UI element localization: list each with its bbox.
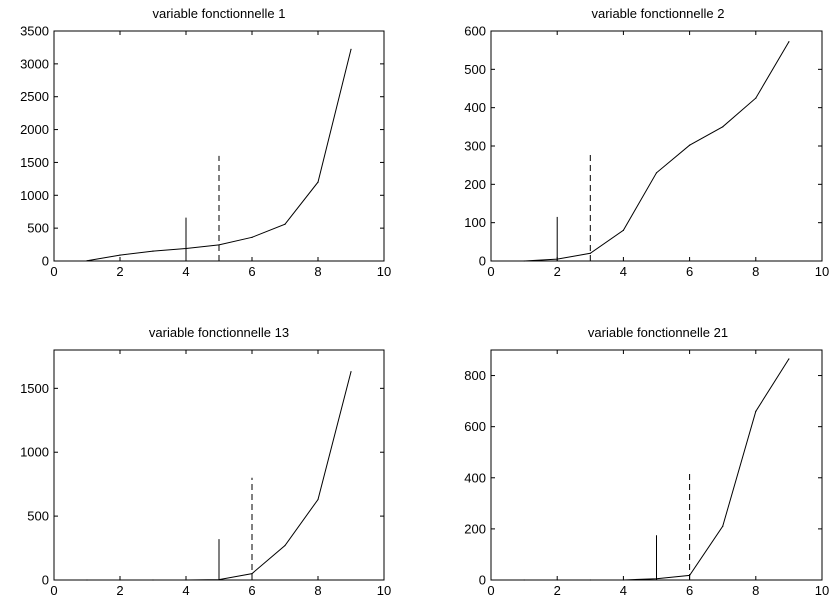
data-point [755, 97, 757, 99]
x-tick-label: 2 [554, 583, 561, 598]
data-point [119, 579, 121, 581]
data-point [185, 579, 187, 581]
y-tick-label: 0 [42, 254, 49, 269]
data-point [251, 236, 253, 238]
data-point [350, 371, 352, 373]
x-tick-label: 8 [314, 264, 321, 279]
data-point [622, 579, 625, 581]
data-point [284, 544, 286, 547]
data-point [152, 250, 154, 252]
x-tick-label: 2 [554, 264, 561, 279]
x-tick-label: 2 [116, 264, 123, 279]
y-tick-label: 2000 [20, 122, 49, 137]
subplot-title: variable fonctionnelle 2 [592, 6, 725, 21]
subplot-variable-fonctionnelle-1: variable fonctionnelle 1 0 2 4 6 8 10 0 500 1000… [20, 6, 391, 279]
data-point [86, 260, 88, 262]
data-point [523, 579, 525, 581]
x-tick-label: 0 [50, 264, 57, 279]
data-point [655, 172, 658, 174]
data-point [589, 579, 591, 581]
x-tick-label: 6 [686, 264, 693, 279]
y-tick-label: 0 [479, 254, 486, 269]
y-tick-label: 800 [464, 368, 486, 383]
x-tick-label: 10 [815, 264, 829, 279]
y-tick-label: 0 [42, 573, 49, 588]
data-point [152, 579, 154, 581]
x-tick-label: 4 [620, 264, 627, 279]
y-tick-label: 0 [479, 573, 486, 588]
data-point [689, 144, 691, 146]
data-point [317, 498, 319, 501]
x-tick-label: 6 [686, 583, 693, 598]
x-tick-label: 10 [377, 264, 391, 279]
x-tick-label: 0 [487, 264, 494, 279]
x-tick-label: 4 [182, 583, 189, 598]
y-tick-label: 500 [27, 509, 49, 524]
y-tick-label: 2500 [20, 89, 49, 104]
x-tick-label: 4 [182, 264, 189, 279]
y-tick-label: 600 [464, 24, 486, 39]
y-tick-label: 1500 [20, 381, 49, 396]
data-point [119, 254, 121, 256]
data-point [622, 229, 625, 231]
x-tick-label: 6 [248, 264, 255, 279]
y-tick-label: 500 [27, 221, 49, 236]
x-tick-label: 8 [752, 264, 759, 279]
x-tick-label: 6 [248, 583, 255, 598]
y-tick-label: 1000 [20, 445, 49, 460]
data-point [556, 579, 558, 581]
plot-frame [53, 30, 385, 262]
subplot-title: variable fonctionnelle 1 [153, 6, 286, 21]
x-tick-label: 4 [620, 583, 627, 598]
x-tick-label: 0 [487, 583, 494, 598]
data-point [589, 252, 591, 254]
data-point [523, 260, 525, 262]
y-tick-label: 200 [464, 521, 486, 536]
data-point [350, 48, 352, 51]
data-point [722, 126, 724, 128]
y-tick-label: 400 [464, 470, 486, 485]
y-tick-label: 400 [464, 100, 486, 115]
subplot-title: variable fonctionnelle 13 [149, 325, 289, 340]
x-tick-label: 10 [815, 583, 829, 598]
y-tick-label: 1000 [20, 188, 49, 203]
data-point [788, 41, 790, 43]
data-point [317, 181, 319, 183]
x-tick-label: 8 [752, 583, 759, 598]
data-point [722, 525, 724, 527]
data-point [755, 410, 757, 412]
x-tick-label: 2 [116, 583, 123, 598]
y-tick-label: 1500 [20, 155, 49, 170]
subplot-variable-fonctionnelle-21: variable fonctionnelle 21 0 2 4 6 8 10 0 200 400… [464, 325, 829, 598]
data-point [788, 358, 790, 360]
y-tick-label: 200 [464, 177, 486, 192]
plot-frame [490, 30, 823, 262]
x-tick-label: 0 [50, 583, 57, 598]
data-point [86, 579, 88, 581]
y-tick-label: 3000 [20, 56, 49, 71]
subplot-title: variable fonctionnelle 21 [588, 325, 728, 340]
y-tick-label: 500 [464, 62, 486, 77]
data-point [284, 223, 286, 225]
y-tick-label: 300 [464, 139, 486, 154]
y-tick-label: 100 [464, 215, 486, 230]
y-tick-label: 600 [464, 419, 486, 434]
y-tick-label: 3500 [20, 24, 49, 39]
x-tick-label: 8 [314, 583, 321, 598]
x-tick-label: 10 [377, 583, 391, 598]
subplot-variable-fonctionnelle-2: variable fonctionnelle 2 0 2 4 6 8 1001002003… [464, 6, 829, 279]
subplot-variable-fonctionnelle-13: variable fonctionnelle 13 0 2 4 6 8 10 0 500 100… [20, 325, 391, 598]
data-point [251, 573, 253, 575]
